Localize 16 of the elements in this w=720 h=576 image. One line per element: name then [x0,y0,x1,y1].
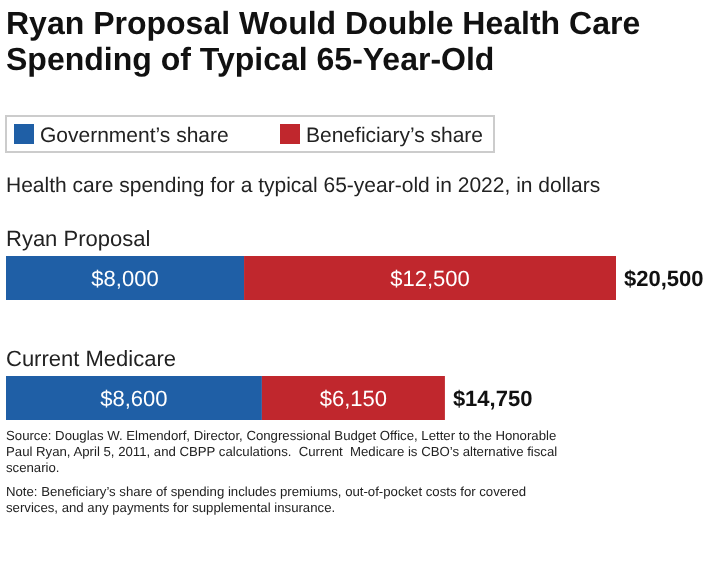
legend-label: Government’s share [40,124,230,148]
bar [244,256,616,300]
chart-subtitle: Health care spending for a typical 65-year-old in 2022, in dollars [6,174,601,198]
bar [6,256,245,300]
data-label: $12,500 [390,268,470,292]
data-label: $6,150 [319,388,388,412]
total-label: $14,750 [452,388,533,412]
chart-title: Ryan Proposal Would Double Health Care Spending of Typical 65-Year-Old [6,8,641,78]
y-tick-label: Current Medicare [6,348,176,372]
data-label: $8,600 [100,388,168,412]
bar [261,376,445,420]
bar [6,376,262,420]
legend-label: Beneficiary’s share [306,124,484,148]
total-label: $20,500 [624,268,704,292]
y-tick-label: Ryan Proposal [6,228,151,252]
data-label: $8,000 [91,268,159,292]
